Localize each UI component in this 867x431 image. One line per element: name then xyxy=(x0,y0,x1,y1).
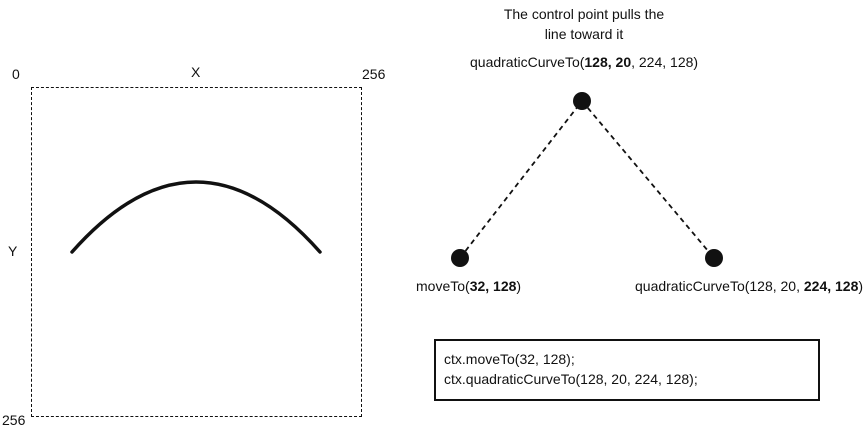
end-point-label: quadraticCurveTo(128, 20, 224, 128) xyxy=(635,278,863,294)
code-snippet-box: ctx.moveTo(32, 128); ctx.quadraticCurveT… xyxy=(434,339,820,401)
canvas-x-axis-label: X xyxy=(191,64,201,80)
code-line-quadratic-curve-to: ctx.quadraticCurveTo(128, 20, 224, 128); xyxy=(444,371,698,387)
control-label-coords: 128, 20 xyxy=(584,54,632,70)
end-label-prefix: quadraticCurveTo(128, 20, xyxy=(635,278,804,294)
rendered-quadratic-curve xyxy=(70,180,322,254)
canvas-y-axis-label: Y xyxy=(8,243,18,259)
start-label-suffix: ) xyxy=(516,278,522,294)
canvas-frame xyxy=(31,87,362,417)
control-label-rest: , 224, 128) xyxy=(631,54,699,70)
end-label-suffix: ) xyxy=(858,278,864,294)
start-point-label: moveTo(32, 128) xyxy=(416,278,521,294)
caption-line-2: line toward it xyxy=(544,26,624,42)
control-point-caption: The control point pulls the line toward … xyxy=(470,4,698,44)
canvas-origin-label: 0 xyxy=(12,66,20,82)
start-point-dot xyxy=(451,249,469,267)
start-label-prefix: moveTo( xyxy=(416,278,470,294)
control-to-end-dashed-line xyxy=(581,100,715,259)
start-label-coords: 32, 128 xyxy=(469,278,517,294)
control-point-label: quadraticCurveTo(128, 20, 224, 128) xyxy=(470,54,698,70)
end-point-dot xyxy=(705,249,723,267)
canvas-x-max-label: 256 xyxy=(362,66,386,82)
control-point-dot xyxy=(573,92,591,110)
control-label-prefix: quadraticCurveTo( xyxy=(470,54,585,70)
caption-line-1: The control point pulls the xyxy=(503,6,665,22)
canvas-y-max-label: 256 xyxy=(2,412,26,428)
end-label-coords: 224, 128 xyxy=(803,278,859,294)
code-line-move-to: ctx.moveTo(32, 128); xyxy=(444,351,575,367)
start-to-control-dashed-line xyxy=(459,100,583,259)
